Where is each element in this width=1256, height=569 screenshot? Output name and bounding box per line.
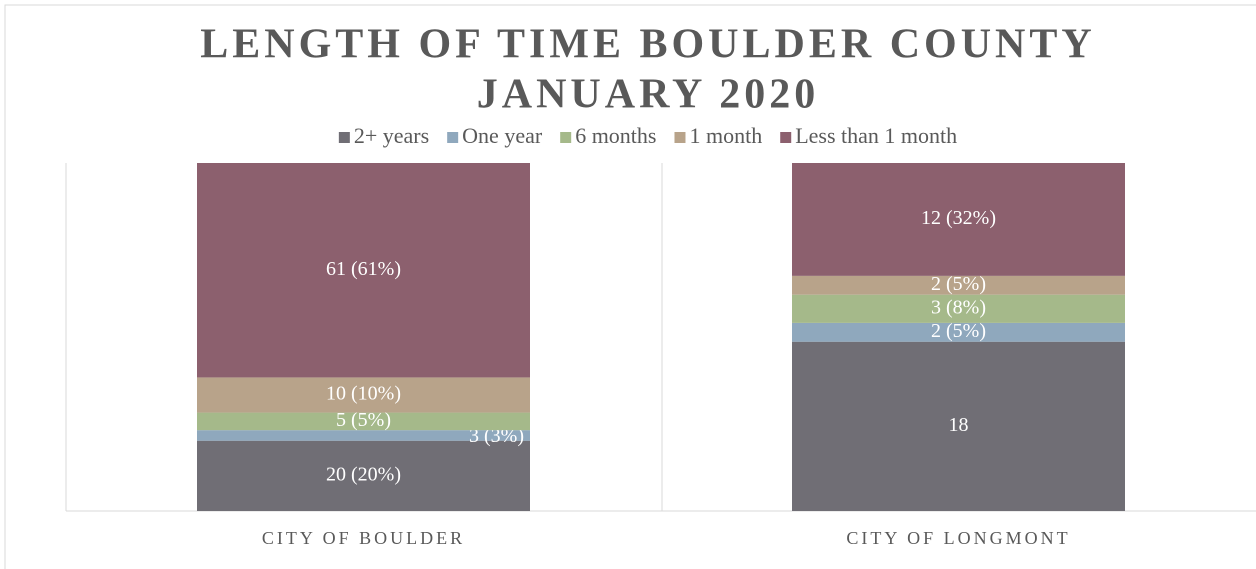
data-label: 3 (3%) [469,425,524,447]
data-label: 5 (5%) [336,409,391,431]
data-label: 61 (61%) [326,258,401,280]
data-label: 2 (5%) [931,273,986,295]
bar-segment [792,294,1125,323]
bar-segment [792,341,1125,511]
chart-border [4,4,1256,569]
data-label: 20 (20%) [326,463,401,485]
x-tick-label: CITY OF LONGMONT [846,528,1070,548]
legend-swatch [447,132,459,143]
bar-segment [197,430,530,441]
bar-segment [792,322,1125,342]
legend-label: 2+ years [354,123,429,148]
legend-label: One year [462,123,543,148]
bar-segment [197,377,530,413]
legend-swatch [338,132,350,143]
data-label: 10 (10%) [326,383,401,405]
legend-swatch [560,132,572,143]
bar-segment [792,275,1125,295]
data-label: 18 [949,414,969,436]
legend-label: 1 month [689,123,762,148]
legend-swatch [674,132,686,143]
x-tick-label: CITY OF BOULDER [262,528,465,548]
chart-title: LENGTH OF TIME BOULDER COUNTY [200,22,1095,68]
bar-segment [792,163,1125,276]
data-label: 12 (32%) [921,207,996,229]
bar-segment [197,163,530,378]
legend-swatch [780,132,792,143]
legend-label: 6 months [575,123,656,148]
bar-segment [197,440,530,511]
chart-title: JANUARY 2020 [477,72,819,118]
data-label: 2 (5%) [931,320,986,342]
legend-label: Less than 1 month [795,123,957,148]
data-label: 3 (8%) [931,296,986,318]
bar-segment [197,412,530,431]
